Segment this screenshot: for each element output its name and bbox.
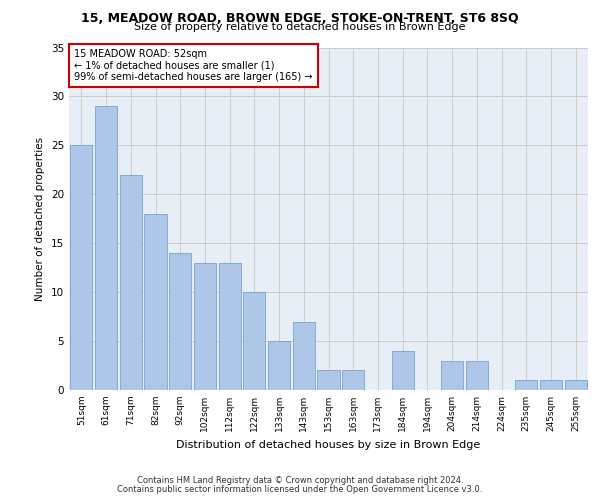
Bar	[565, 380, 587, 390]
Bar	[392, 351, 414, 390]
Bar	[293, 322, 315, 390]
Bar	[119, 174, 142, 390]
Bar	[218, 263, 241, 390]
Bar	[169, 253, 191, 390]
Bar	[95, 106, 117, 390]
Bar	[243, 292, 265, 390]
Bar	[317, 370, 340, 390]
Bar	[70, 146, 92, 390]
Text: Size of property relative to detached houses in Brown Edge: Size of property relative to detached ho…	[134, 22, 466, 32]
Text: 15 MEADOW ROAD: 52sqm
← 1% of detached houses are smaller (1)
99% of semi-detach: 15 MEADOW ROAD: 52sqm ← 1% of detached h…	[74, 49, 313, 82]
Bar	[515, 380, 538, 390]
Bar	[540, 380, 562, 390]
Text: 15, MEADOW ROAD, BROWN EDGE, STOKE-ON-TRENT, ST6 8SQ: 15, MEADOW ROAD, BROWN EDGE, STOKE-ON-TR…	[81, 12, 519, 26]
Text: Contains public sector information licensed under the Open Government Licence v3: Contains public sector information licen…	[118, 485, 482, 494]
Bar	[466, 360, 488, 390]
Text: Contains HM Land Registry data © Crown copyright and database right 2024.: Contains HM Land Registry data © Crown c…	[137, 476, 463, 485]
Bar	[268, 341, 290, 390]
X-axis label: Distribution of detached houses by size in Brown Edge: Distribution of detached houses by size …	[176, 440, 481, 450]
Bar	[342, 370, 364, 390]
Bar	[441, 360, 463, 390]
Bar	[145, 214, 167, 390]
Bar	[194, 263, 216, 390]
Y-axis label: Number of detached properties: Number of detached properties	[35, 136, 46, 301]
